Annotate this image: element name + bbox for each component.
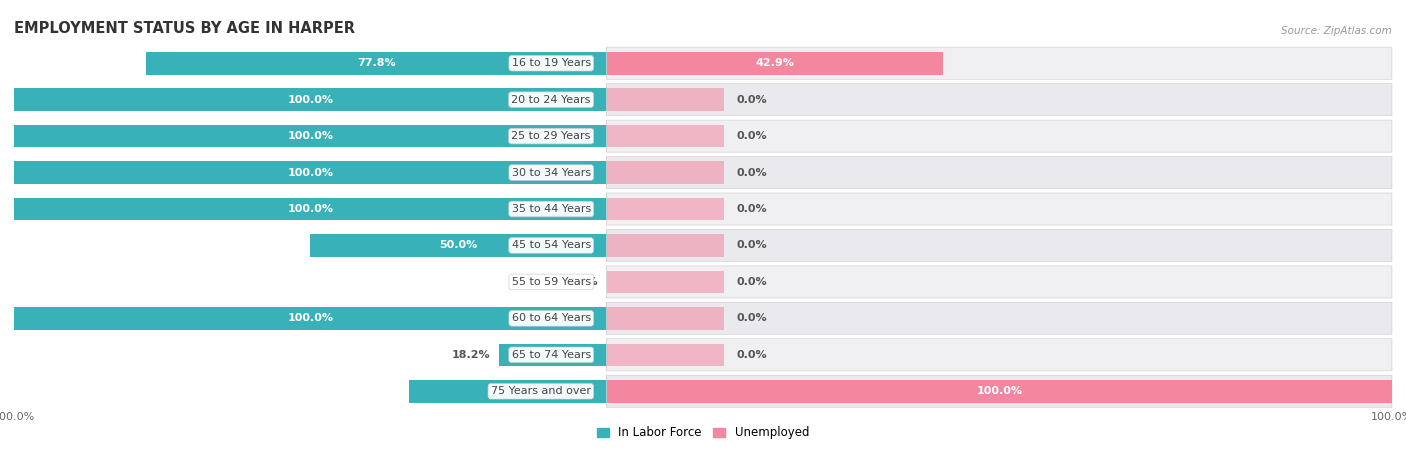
FancyBboxPatch shape <box>606 84 1199 116</box>
Text: 60 to 64 Years: 60 to 64 Years <box>512 313 591 324</box>
Text: EMPLOYMENT STATUS BY AGE IN HARPER: EMPLOYMENT STATUS BY AGE IN HARPER <box>14 21 356 36</box>
FancyBboxPatch shape <box>606 193 1392 225</box>
Bar <box>606 234 724 257</box>
Text: 0.0%: 0.0% <box>737 277 766 287</box>
FancyBboxPatch shape <box>606 266 1199 298</box>
Bar <box>606 380 1392 403</box>
Bar <box>14 307 606 330</box>
Text: 33.3%: 33.3% <box>489 386 527 396</box>
FancyBboxPatch shape <box>606 302 1392 334</box>
Text: 35 to 44 Years: 35 to 44 Years <box>512 204 591 214</box>
Text: 65 to 74 Years: 65 to 74 Years <box>512 350 591 360</box>
FancyBboxPatch shape <box>606 193 1199 225</box>
FancyBboxPatch shape <box>606 375 1392 407</box>
FancyBboxPatch shape <box>606 157 1392 189</box>
FancyBboxPatch shape <box>606 84 1392 116</box>
Bar <box>14 125 606 148</box>
Text: 75 Years and over: 75 Years and over <box>491 386 591 396</box>
Text: 0.0%: 0.0% <box>737 350 766 360</box>
Text: 0.0%: 0.0% <box>737 240 766 251</box>
Text: 100.0%: 100.0% <box>287 131 333 141</box>
Bar <box>14 161 606 184</box>
Bar <box>311 234 606 257</box>
FancyBboxPatch shape <box>606 266 1392 298</box>
Text: 100.0%: 100.0% <box>287 313 333 324</box>
FancyBboxPatch shape <box>606 339 1199 371</box>
Bar <box>606 125 724 148</box>
Text: 77.8%: 77.8% <box>357 58 395 68</box>
Legend: In Labor Force, Unemployed: In Labor Force, Unemployed <box>592 422 814 444</box>
Bar <box>606 343 724 366</box>
FancyBboxPatch shape <box>606 157 1199 189</box>
Bar <box>606 270 724 293</box>
Text: 18.2%: 18.2% <box>451 350 489 360</box>
Bar <box>606 52 943 75</box>
FancyBboxPatch shape <box>606 47 1392 79</box>
Text: 55 to 59 Years: 55 to 59 Years <box>512 277 591 287</box>
FancyBboxPatch shape <box>606 302 1199 334</box>
Bar <box>606 88 724 111</box>
Text: 100.0%: 100.0% <box>287 94 333 105</box>
Bar <box>146 52 606 75</box>
Text: 0.0%: 0.0% <box>737 313 766 324</box>
Text: 45 to 54 Years: 45 to 54 Years <box>512 240 591 251</box>
Text: 0.0%: 0.0% <box>737 167 766 178</box>
Bar <box>409 380 606 403</box>
Text: 25 to 29 Years: 25 to 29 Years <box>512 131 591 141</box>
Text: 50.0%: 50.0% <box>439 240 478 251</box>
FancyBboxPatch shape <box>606 339 1392 371</box>
Text: 100.0%: 100.0% <box>287 167 333 178</box>
Bar <box>14 88 606 111</box>
Text: 100.0%: 100.0% <box>976 386 1022 396</box>
Text: 0.0%: 0.0% <box>737 204 766 214</box>
Bar <box>14 198 606 220</box>
FancyBboxPatch shape <box>606 120 1392 152</box>
FancyBboxPatch shape <box>606 375 1199 407</box>
Text: 100.0%: 100.0% <box>287 204 333 214</box>
Text: 30 to 34 Years: 30 to 34 Years <box>512 167 591 178</box>
Text: Source: ZipAtlas.com: Source: ZipAtlas.com <box>1281 26 1392 36</box>
FancyBboxPatch shape <box>606 120 1199 152</box>
Bar <box>606 307 724 330</box>
Bar <box>606 161 724 184</box>
Text: 20 to 24 Years: 20 to 24 Years <box>512 94 591 105</box>
Bar <box>499 343 606 366</box>
Bar <box>606 198 724 220</box>
FancyBboxPatch shape <box>606 230 1392 261</box>
FancyBboxPatch shape <box>606 230 1199 261</box>
Text: 16 to 19 Years: 16 to 19 Years <box>512 58 591 68</box>
Text: 0.0%: 0.0% <box>737 94 766 105</box>
Text: 0.0%: 0.0% <box>737 131 766 141</box>
Text: 42.9%: 42.9% <box>755 58 794 68</box>
FancyBboxPatch shape <box>606 47 1199 79</box>
Text: 0.0%: 0.0% <box>567 277 598 287</box>
